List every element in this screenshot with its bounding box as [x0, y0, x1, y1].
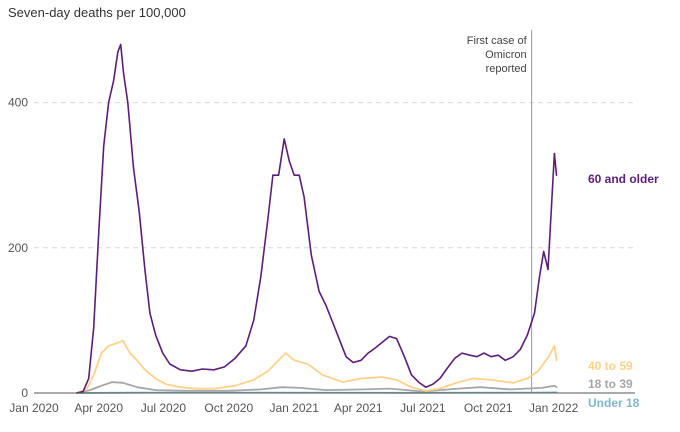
x-tick-label-jul-2021: Jul 2021: [400, 401, 446, 415]
y-tick-label-400: 400: [8, 96, 28, 110]
annotations: First case of Omicron reported: [467, 30, 533, 393]
axes: 0 200 400 Jan 2020 Apr 2020 Jul 2020 Oct 2020 J…: [8, 96, 635, 415]
x-tick-label-jan-2021: Jan 2021: [269, 401, 319, 415]
series-label-40-to-59: 40 to 59: [588, 359, 633, 373]
series-label-18-to-39: 18 to 39: [588, 377, 633, 391]
x-tick-label-jul-2020: Jul 2020: [141, 401, 187, 415]
grid: [34, 102, 635, 249]
x-tick-label-apr-2021: Apr 2021: [334, 401, 383, 415]
x-tick-label-apr-2020: Apr 2020: [74, 401, 123, 415]
series-label-under-18: Under 18: [588, 396, 640, 410]
series-line-60-and-older: [75, 43, 558, 394]
chart-title: Seven-day deaths per 100,000: [8, 5, 186, 20]
annotation-text-line: reported: [486, 63, 527, 75]
series-line-40-to-59: [75, 339, 558, 394]
annotation-text-line: Omicron: [485, 49, 527, 61]
series-label-60-and-older: 60 and older: [588, 172, 659, 186]
y-tick-label-0: 0: [21, 386, 28, 400]
x-tick-label-jan-2022: Jan 2022: [529, 401, 579, 415]
x-tick-label-oct-2020: Oct 2020: [204, 401, 253, 415]
x-tick-label-jan-2020: Jan 2020: [9, 401, 59, 415]
series-labels: 60 and older 40 to 59 18 to 39 Under 18: [588, 172, 659, 410]
series-line-18-to-39: [75, 381, 558, 394]
series-lines: [75, 43, 558, 394]
x-tick-label-oct-2021: Oct 2021: [464, 401, 513, 415]
y-tick-label-200: 200: [8, 241, 28, 255]
annotation-text-line: First case of: [467, 35, 528, 47]
